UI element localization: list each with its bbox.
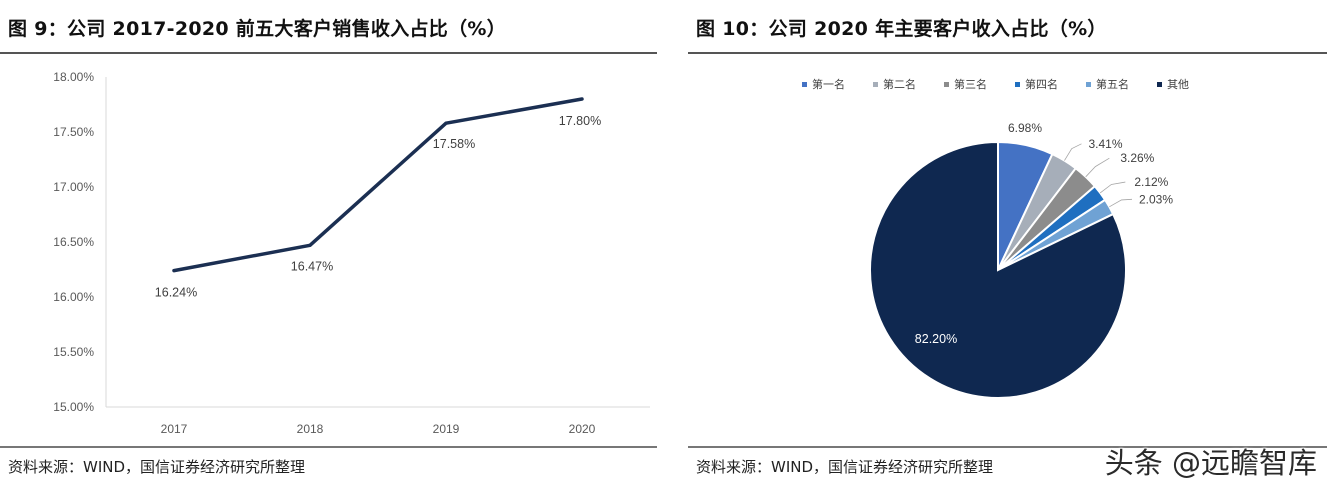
legend-swatch: [944, 82, 949, 87]
figure-9-title: 图 9：公司 2017-2020 前五大客户销售收入占比（%）: [8, 18, 507, 40]
legend-swatch: [1157, 82, 1162, 87]
legend-label: 第一名: [812, 77, 845, 91]
legend-label: 其他: [1167, 78, 1189, 91]
y-tick-label: 17.00%: [53, 180, 94, 194]
source-note: 资料来源：WIND，国信证券经济研究所整理: [696, 458, 994, 476]
source-note: 资料来源：WIND，国信证券经济研究所整理: [8, 458, 306, 476]
leader-line: [1064, 143, 1082, 161]
y-tick-label: 18.00%: [53, 70, 94, 84]
x-tick-label: 2017: [161, 422, 188, 436]
x-tick-label: 2020: [569, 422, 596, 436]
slice-label: 2.12%: [1134, 175, 1168, 189]
line-chart-panel: 图 9：公司 2017-2020 前五大客户销售收入占比（%） 18.00% 17…: [0, 0, 657, 495]
figure-10-title: 图 10：公司 2020 年主要客户收入占比（%）: [696, 18, 1107, 40]
pie-chart: 第一名 第二名 第三名 第四名 第五名 其他 6.98% 3.41%3.26% 2.12% 2.0…: [802, 77, 1189, 399]
slice-label: 3.26%: [1120, 151, 1154, 165]
pie-slice: [869, 140, 1127, 399]
x-tick-label: 2019: [433, 422, 460, 436]
y-tick-label: 16.00%: [53, 290, 94, 304]
source-divider: [688, 446, 1327, 448]
slice-label: 82.20%: [915, 332, 957, 346]
leader-line: [1109, 198, 1133, 208]
data-point: [580, 97, 584, 101]
data-point: [172, 269, 176, 273]
legend-label: 第二名: [883, 77, 916, 91]
legend-label: 第四名: [1025, 77, 1058, 91]
source-divider: [0, 446, 657, 448]
legend-label: 第三名: [954, 77, 987, 91]
data-label: 17.58%: [433, 137, 475, 151]
data-label: 17.80%: [559, 114, 601, 128]
slice-label: 3.41%: [1088, 137, 1122, 151]
data-point: [444, 121, 448, 125]
data-point: [308, 243, 312, 247]
legend-swatch: [1015, 82, 1020, 87]
title-divider: [688, 52, 1327, 54]
y-tick-label: 17.50%: [53, 125, 94, 139]
legend-label: 第五名: [1096, 77, 1129, 91]
slice-label: 6.98%: [1008, 121, 1042, 135]
data-label: 16.47%: [291, 259, 333, 273]
x-tick-label: 2018: [297, 422, 324, 436]
data-label: 16.24%: [155, 286, 197, 300]
watermark: 头条 @远瞻智库: [1104, 446, 1317, 480]
legend-swatch: [1086, 82, 1091, 87]
title-divider: [0, 52, 657, 54]
y-tick-label: 15.00%: [53, 400, 94, 414]
leader-line: [1085, 157, 1110, 178]
legend-swatch: [873, 82, 878, 87]
slice-label: 2.03%: [1139, 192, 1173, 206]
series-line: [172, 97, 584, 273]
pie-chart-panel: 图 10：公司 2020 年主要客户收入占比（%） 第一名 第二名 第三名 第四名 第五…: [688, 0, 1327, 495]
line-chart: 18.00% 17.50% 17.00% 16.50% 16.00% 15.50% 15.0…: [53, 70, 650, 436]
y-tick-label: 16.50%: [53, 235, 94, 249]
y-tick-label: 15.50%: [53, 345, 94, 359]
legend-swatch: [802, 82, 807, 87]
leader-line: [1099, 181, 1126, 194]
